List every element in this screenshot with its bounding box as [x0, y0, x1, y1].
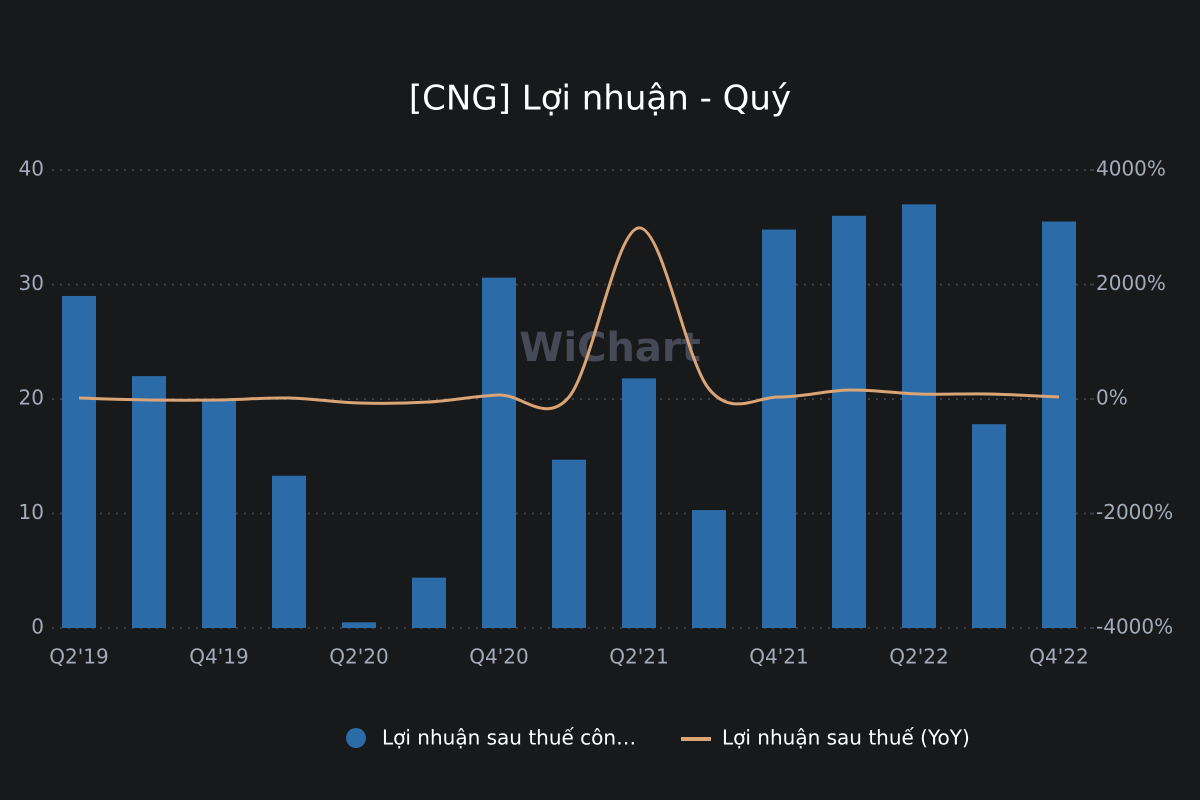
bar: [202, 400, 236, 628]
y2-tick-label: -2000%: [1096, 500, 1173, 524]
x-tick-label: Q4'22: [1029, 645, 1088, 669]
line: [78, 226, 1060, 411]
y2-tick-label: -4000%: [1096, 615, 1173, 639]
bar: [412, 577, 446, 628]
y-tick-label: 20: [19, 386, 44, 410]
y2-tick-label: 2000%: [1096, 271, 1166, 295]
chart-title: [CNG] Lợi nhuận - Quý: [409, 79, 791, 119]
bar: [342, 622, 376, 628]
bar: [762, 229, 796, 629]
bar: [972, 424, 1006, 628]
x-tick-label: Q4'21: [749, 645, 808, 669]
bar: [902, 204, 936, 628]
x-tick-label: Q2'19: [49, 645, 108, 669]
legend-swatch: [346, 728, 366, 748]
bar: [62, 295, 96, 628]
bar: [132, 376, 166, 628]
y2-tick-label: 4000%: [1096, 157, 1166, 181]
bar: [1042, 221, 1076, 628]
bar: [692, 510, 726, 628]
legend-label: Lợi nhuận sau thuế côn…: [382, 726, 636, 750]
y-tick-label: 0: [31, 615, 44, 639]
watermark: WiChart: [519, 325, 701, 371]
bar: [482, 277, 516, 628]
y2-tick-label: 0%: [1096, 386, 1128, 410]
x-tick-label: Q2'20: [329, 645, 388, 669]
x-tick-label: Q4'20: [469, 645, 528, 669]
y-tick-label: 10: [19, 500, 44, 524]
legend-label: Lợi nhuận sau thuế (YoY): [722, 726, 970, 750]
bar: [272, 475, 306, 628]
bar: [832, 215, 866, 629]
x-tick-label: Q2'21: [609, 645, 668, 669]
y-tick-label: 30: [19, 271, 44, 295]
bar: [552, 459, 586, 628]
x-tick-label: Q4'19: [189, 645, 248, 669]
x-tick-label: Q2'22: [889, 645, 948, 669]
y-tick-label: 40: [19, 157, 44, 181]
bar: [622, 378, 656, 628]
